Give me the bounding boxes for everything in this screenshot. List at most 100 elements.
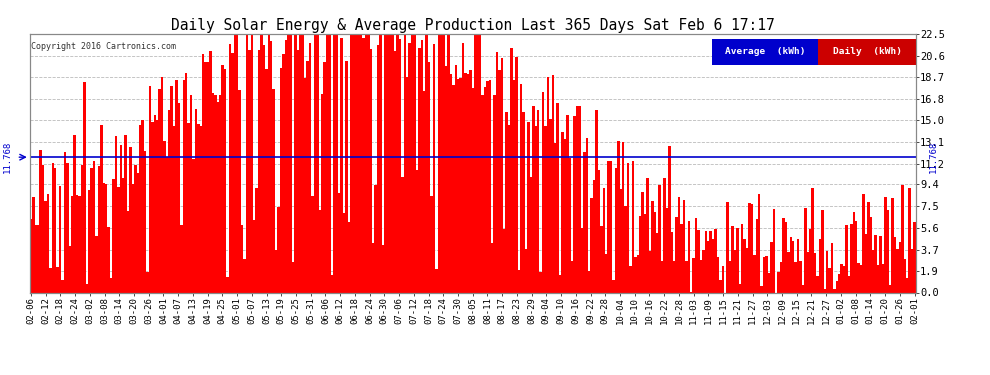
Bar <box>280 68 282 292</box>
Bar <box>51 163 54 292</box>
Bar <box>120 145 122 292</box>
Bar <box>37 225 40 292</box>
Bar <box>338 193 341 292</box>
Bar <box>341 38 343 292</box>
Bar <box>244 259 246 292</box>
Bar <box>809 229 812 292</box>
Bar <box>267 35 270 292</box>
Bar <box>872 250 874 292</box>
Bar <box>481 95 484 292</box>
Bar <box>110 278 112 292</box>
Bar <box>780 262 782 292</box>
Bar <box>63 152 66 292</box>
Bar <box>501 58 503 292</box>
Bar <box>559 274 561 292</box>
Bar <box>411 35 413 292</box>
Bar <box>185 73 187 292</box>
Text: 11.768: 11.768 <box>929 141 939 173</box>
Bar <box>865 234 867 292</box>
Bar <box>384 35 386 292</box>
Bar <box>646 178 648 292</box>
Bar <box>73 135 76 292</box>
Bar <box>692 258 695 292</box>
Bar <box>812 188 814 292</box>
Bar <box>906 278 909 292</box>
Bar <box>416 170 418 292</box>
Bar <box>710 231 712 292</box>
Bar <box>428 62 431 292</box>
Bar <box>331 275 334 292</box>
Bar <box>651 201 653 292</box>
Bar <box>58 186 61 292</box>
Bar <box>107 227 110 292</box>
Bar <box>877 266 879 292</box>
Bar <box>153 114 156 292</box>
Bar <box>272 89 275 292</box>
Bar <box>533 106 535 292</box>
Bar <box>134 165 137 292</box>
Text: 11.768: 11.768 <box>3 141 12 173</box>
Bar <box>573 116 576 292</box>
Bar <box>227 277 229 292</box>
Bar <box>443 35 445 292</box>
Bar <box>627 164 630 292</box>
Bar <box>357 35 359 292</box>
Bar <box>542 92 545 292</box>
Bar <box>219 94 222 292</box>
Bar <box>814 253 816 292</box>
Bar <box>386 35 389 292</box>
Bar <box>635 257 637 292</box>
Bar <box>440 35 443 292</box>
Bar <box>207 62 209 292</box>
Bar <box>546 77 549 292</box>
Bar <box>71 196 73 292</box>
Bar <box>85 285 88 292</box>
Bar <box>418 48 421 292</box>
Bar <box>869 217 872 292</box>
Bar <box>50 268 51 292</box>
Bar <box>461 43 464 292</box>
Bar <box>678 196 680 292</box>
Bar <box>904 259 906 292</box>
Bar <box>612 280 615 292</box>
Bar <box>860 265 862 292</box>
Bar <box>782 218 785 292</box>
Bar <box>630 266 632 292</box>
Bar <box>807 252 809 292</box>
Bar <box>197 124 200 292</box>
Bar <box>30 219 32 292</box>
Bar <box>139 125 142 292</box>
Bar <box>520 84 523 292</box>
Bar <box>103 183 105 292</box>
Bar <box>909 188 911 292</box>
Bar <box>804 209 807 292</box>
Bar <box>741 224 743 292</box>
Bar <box>673 261 675 292</box>
Bar <box>568 158 571 292</box>
Bar <box>222 66 224 292</box>
Bar <box>241 225 244 292</box>
Bar <box>76 195 78 292</box>
Bar <box>549 119 551 292</box>
Bar <box>95 236 98 292</box>
Bar <box>343 213 346 292</box>
Bar <box>127 211 130 292</box>
Bar <box>275 250 277 292</box>
Bar <box>362 38 364 292</box>
Bar <box>857 263 860 292</box>
Bar <box>132 184 134 292</box>
Bar <box>836 281 839 292</box>
Bar <box>563 140 566 292</box>
Bar <box>891 198 894 292</box>
Bar <box>316 35 319 292</box>
Bar <box>158 89 160 292</box>
Bar <box>787 252 789 292</box>
Bar <box>571 261 573 292</box>
Bar <box>246 35 248 292</box>
Bar <box>212 93 214 292</box>
Bar <box>772 209 775 292</box>
Bar <box>234 35 236 292</box>
Bar <box>352 35 355 292</box>
Bar <box>40 150 42 292</box>
Bar <box>743 239 745 292</box>
